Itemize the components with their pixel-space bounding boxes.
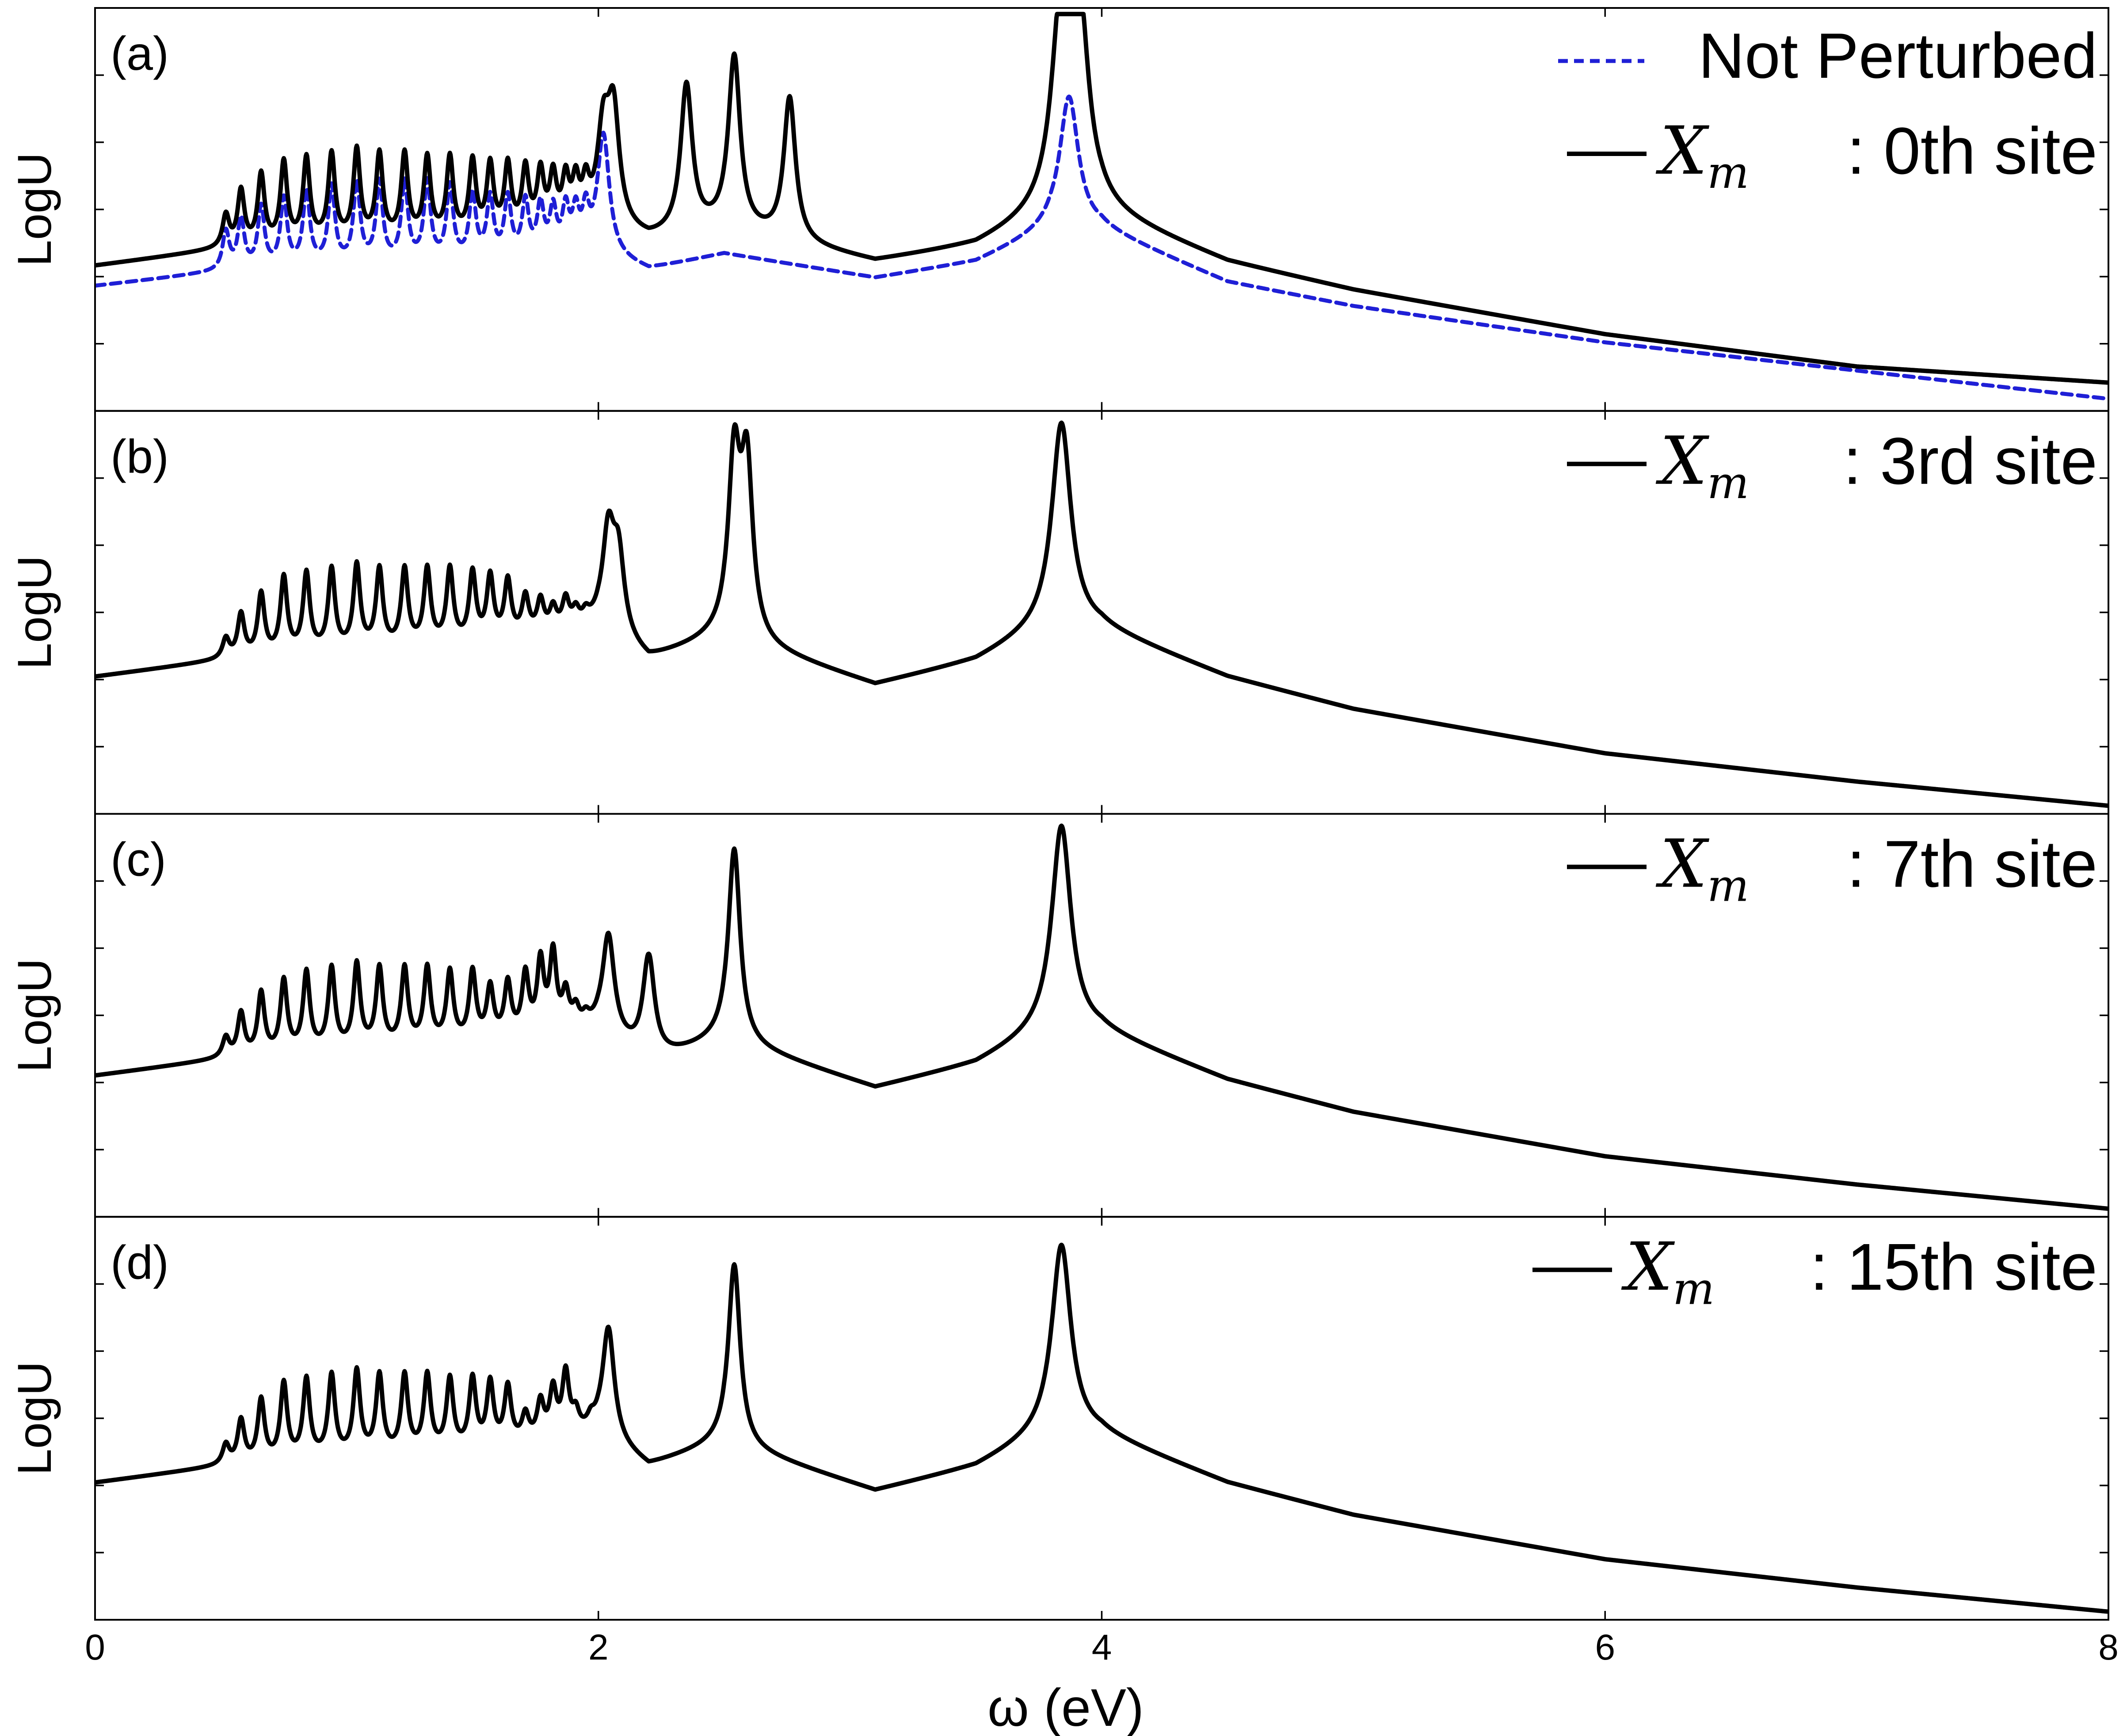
x-tick-label: 8 (2098, 1627, 2119, 1667)
panel-b: (b) LogU : 3rd site Xm (8, 410, 2109, 815)
legend-math-symbol: Xm (1621, 1229, 1715, 1314)
y-axis-label: LogU (8, 958, 61, 1072)
legend-math-symbol: Xm (1655, 826, 1749, 912)
series-line-x-m-3rd-site (95, 420, 2108, 808)
y-axis-label: LogU (8, 1361, 61, 1475)
legend-label: : 7th site (1847, 827, 2097, 901)
legend-label: : 0th site (1847, 114, 2097, 188)
panel-label: (a) (111, 27, 169, 80)
x-tick-label: 2 (588, 1627, 609, 1667)
legend: Not Perturbed : 0th site Xm (1558, 20, 2097, 198)
panel-label: (d) (111, 1235, 169, 1289)
x-axis-label: ω (eV) (987, 1678, 1144, 1736)
legend: : 7th site Xm (1567, 826, 2097, 912)
legend-label: : 15th site (1810, 1230, 2097, 1304)
series-line-x-m-0th-site (95, 11, 2108, 385)
legend-math-symbol: Xm (1655, 113, 1749, 198)
x-tick-label: 6 (1595, 1627, 1615, 1667)
panel-d: (d) LogU : 15th site Xm (8, 1216, 2109, 1621)
legend: : 15th site Xm (1532, 1229, 2097, 1314)
x-tick-label: 0 (85, 1627, 105, 1667)
series-line-x-m-7th-site (95, 823, 2108, 1211)
legend-label: Not Perturbed (1698, 20, 2097, 91)
panel-label: (b) (111, 430, 169, 483)
legend: : 3rd site Xm (1567, 423, 2097, 509)
x-axis: 0 2 4 6 8 (85, 1627, 2119, 1667)
x-tick-label: 4 (1092, 1627, 1112, 1667)
panel-c: (c) LogU : 7th site Xm (8, 813, 2109, 1218)
legend-math-symbol: Xm (1655, 423, 1749, 509)
panel-a: (a) LogU Not Perturbed : 0th site Xm (8, 7, 2109, 412)
series-line-x-m-15th-site (95, 1242, 2108, 1614)
series-line-not-perturbed (95, 94, 2108, 401)
y-axis-label: LogU (8, 556, 61, 670)
y-axis-label: LogU (8, 152, 61, 266)
legend-label: : 3rd site (1843, 424, 2097, 498)
panel-label: (c) (111, 833, 166, 886)
